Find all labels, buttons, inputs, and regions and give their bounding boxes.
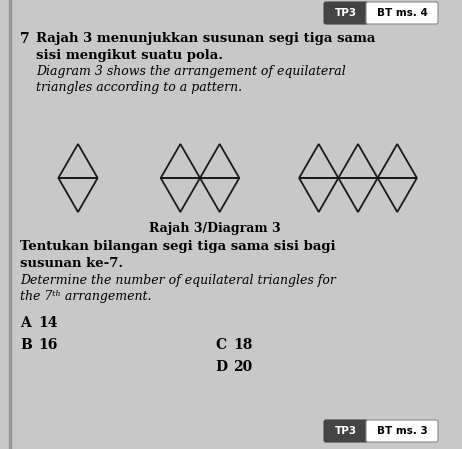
- Text: TP3: TP3: [335, 426, 357, 436]
- FancyBboxPatch shape: [324, 2, 368, 24]
- Text: Diagram 3 shows the arrangement of equilateral: Diagram 3 shows the arrangement of equil…: [36, 65, 346, 78]
- Text: 14: 14: [38, 316, 57, 330]
- Text: Rajah 3/Diagram 3: Rajah 3/Diagram 3: [149, 222, 281, 235]
- Text: BT ms. 4: BT ms. 4: [377, 8, 427, 18]
- FancyBboxPatch shape: [324, 420, 368, 442]
- Text: Determine the number of equilateral triangles for: Determine the number of equilateral tria…: [20, 274, 336, 287]
- Text: BT ms. 3: BT ms. 3: [377, 426, 427, 436]
- Text: A: A: [20, 316, 31, 330]
- Text: susunan ke-7.: susunan ke-7.: [20, 257, 123, 270]
- FancyBboxPatch shape: [366, 420, 438, 442]
- Text: 16: 16: [38, 338, 57, 352]
- Text: sisi mengikut suatu pola.: sisi mengikut suatu pola.: [36, 49, 223, 62]
- FancyBboxPatch shape: [366, 2, 438, 24]
- Text: triangles according to a pattern.: triangles according to a pattern.: [36, 81, 242, 94]
- Text: B: B: [20, 338, 32, 352]
- Text: C: C: [215, 338, 226, 352]
- Text: Rajah 3 menunjukkan susunan segi tiga sama: Rajah 3 menunjukkan susunan segi tiga sa…: [36, 32, 375, 45]
- Text: TP3: TP3: [335, 8, 357, 18]
- Text: 18: 18: [233, 338, 252, 352]
- Text: 7: 7: [20, 32, 30, 46]
- Text: D: D: [215, 360, 227, 374]
- Text: the 7ᵗʰ arrangement.: the 7ᵗʰ arrangement.: [20, 290, 152, 303]
- Text: 20: 20: [233, 360, 252, 374]
- Text: Tentukan bilangan segi tiga sama sisi bagi: Tentukan bilangan segi tiga sama sisi ba…: [20, 240, 335, 253]
